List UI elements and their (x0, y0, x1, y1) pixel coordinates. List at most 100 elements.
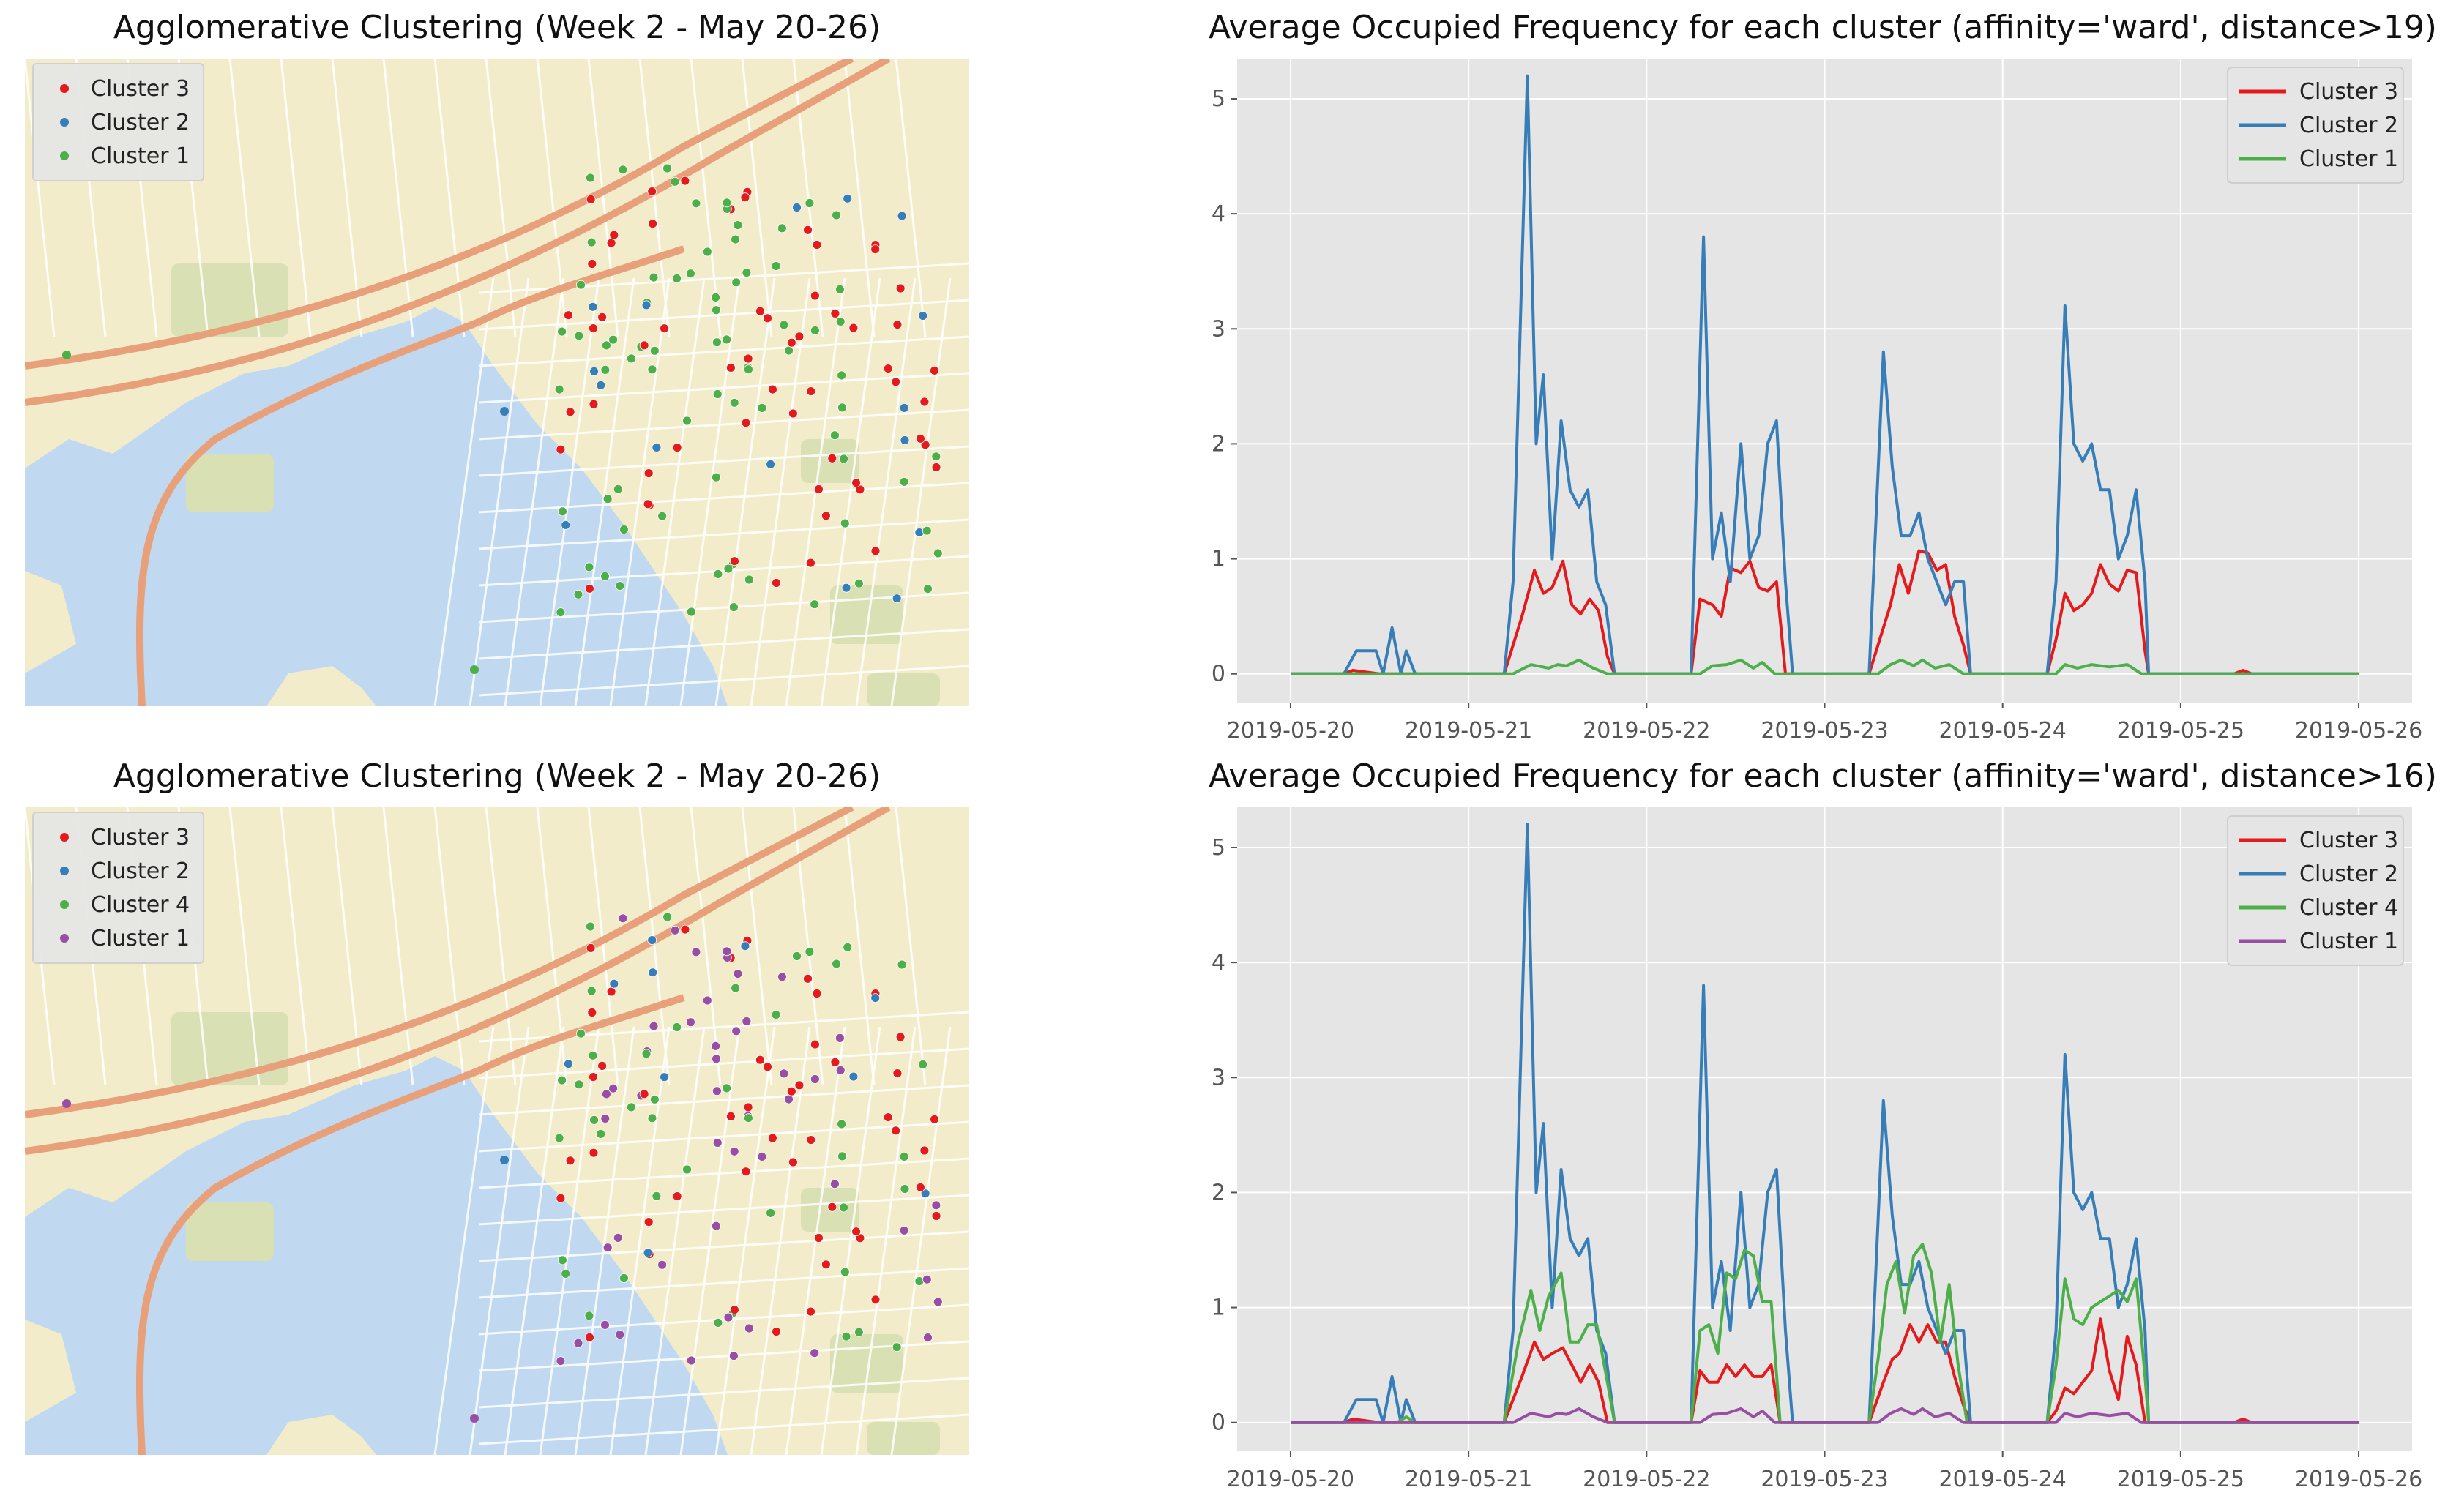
street-map-background (25, 59, 969, 706)
cluster-point (772, 1327, 781, 1336)
street (644, 1026, 706, 1455)
cluster-point (757, 1151, 767, 1161)
cluster-point (586, 237, 597, 247)
cluster-point (768, 1133, 777, 1143)
street (478, 555, 969, 587)
cluster-point (647, 1113, 657, 1123)
water-area (25, 1056, 728, 1455)
street (690, 807, 722, 1086)
cluster-point (641, 300, 652, 310)
highway (135, 1067, 480, 1455)
street (478, 1047, 969, 1079)
cluster-point (812, 240, 822, 250)
cluster-point (627, 1102, 636, 1112)
cluster-point (810, 1039, 820, 1049)
cluster-point (691, 947, 701, 957)
cluster-point (854, 1327, 864, 1337)
cluster-point (608, 1083, 618, 1093)
cluster-point (672, 443, 682, 452)
cluster-point (608, 334, 618, 345)
cluster-point (574, 1079, 584, 1090)
legend-marker (60, 84, 69, 93)
y-tick-label: 4 (1212, 201, 1225, 227)
cluster-point (730, 556, 739, 566)
legend-marker (60, 934, 69, 943)
cluster-point (643, 499, 653, 509)
cluster-point (723, 1312, 734, 1322)
cluster-point (558, 1255, 567, 1265)
y-tick-label: 3 (1212, 1065, 1225, 1090)
legend-entry: Cluster 3 (44, 820, 190, 854)
x-tick-label: 2019-05-23 (1761, 1467, 1888, 1492)
street (587, 59, 619, 337)
cluster-point (682, 416, 692, 426)
cluster-point (837, 403, 847, 413)
highway (25, 807, 891, 1155)
street (679, 1026, 741, 1455)
cluster-point (584, 562, 594, 572)
cluster-point (615, 581, 625, 591)
street (792, 807, 824, 1086)
cluster-point (618, 165, 628, 175)
x-tick-label: 2019-05-24 (1939, 1467, 2067, 1492)
cluster-point (841, 1331, 851, 1341)
street (820, 277, 881, 706)
highway (135, 318, 480, 706)
cluster-point (841, 583, 851, 593)
street (843, 807, 876, 1086)
cluster-point (870, 993, 881, 1003)
street (478, 299, 969, 331)
cluster-point (556, 607, 566, 617)
highways (25, 59, 891, 706)
cluster-point (837, 1151, 847, 1161)
y-tick-label: 1 (1212, 547, 1225, 572)
cluster-point (662, 912, 672, 922)
map-legend-top: Cluster 3 Cluster 2 Cluster 1 (32, 63, 205, 181)
cluster-point (763, 1062, 772, 1072)
line-chart-top: 2019-05-20 2019-05-21 2019-05-22 2019-05-23… (1212, 59, 2422, 744)
cluster-point (892, 320, 903, 330)
cluster-point (670, 925, 680, 935)
cluster-point (561, 520, 571, 530)
cluster-point (586, 921, 595, 932)
cluster-point (806, 386, 816, 397)
cluster-point (686, 269, 695, 279)
cluster-point (931, 463, 941, 472)
street (478, 1340, 969, 1372)
cluster-point (848, 323, 859, 333)
cluster-point (500, 1156, 509, 1164)
cluster-point (712, 389, 723, 399)
cluster-point (821, 511, 831, 521)
cluster-point (922, 525, 932, 536)
cluster-point (576, 1028, 586, 1038)
cluster-point (851, 478, 861, 488)
x-tick-label: 2019-05-25 (2117, 1467, 2244, 1492)
cluster-point (723, 564, 734, 574)
cluster-point (931, 452, 941, 462)
cluster-point (784, 1094, 794, 1104)
x-tick-label: 2019-05-26 (2295, 718, 2422, 744)
cluster-point (897, 959, 907, 970)
cluster-point (895, 283, 906, 293)
cluster-point (923, 1333, 933, 1342)
legend-frame (2227, 815, 2404, 966)
cluster-point (729, 1146, 739, 1156)
y-tick-label: 0 (1212, 1410, 1225, 1436)
cluster-point (743, 1102, 753, 1112)
street (843, 59, 876, 337)
cluster-point (810, 1348, 820, 1358)
cluster-point (558, 506, 567, 517)
cluster-point (892, 1068, 903, 1079)
legend-entry: Cluster 3 (44, 72, 190, 105)
cluster-point (812, 989, 822, 998)
cluster-point (589, 366, 599, 376)
street (478, 445, 969, 477)
cluster-point (814, 1233, 824, 1243)
cluster-point (589, 323, 598, 334)
cluster-point (657, 1260, 667, 1270)
legend-label: Cluster 3 (91, 824, 190, 850)
cluster-point (830, 308, 840, 318)
park-area (867, 1422, 940, 1455)
street (890, 1026, 952, 1455)
cluster-point (731, 1026, 742, 1036)
